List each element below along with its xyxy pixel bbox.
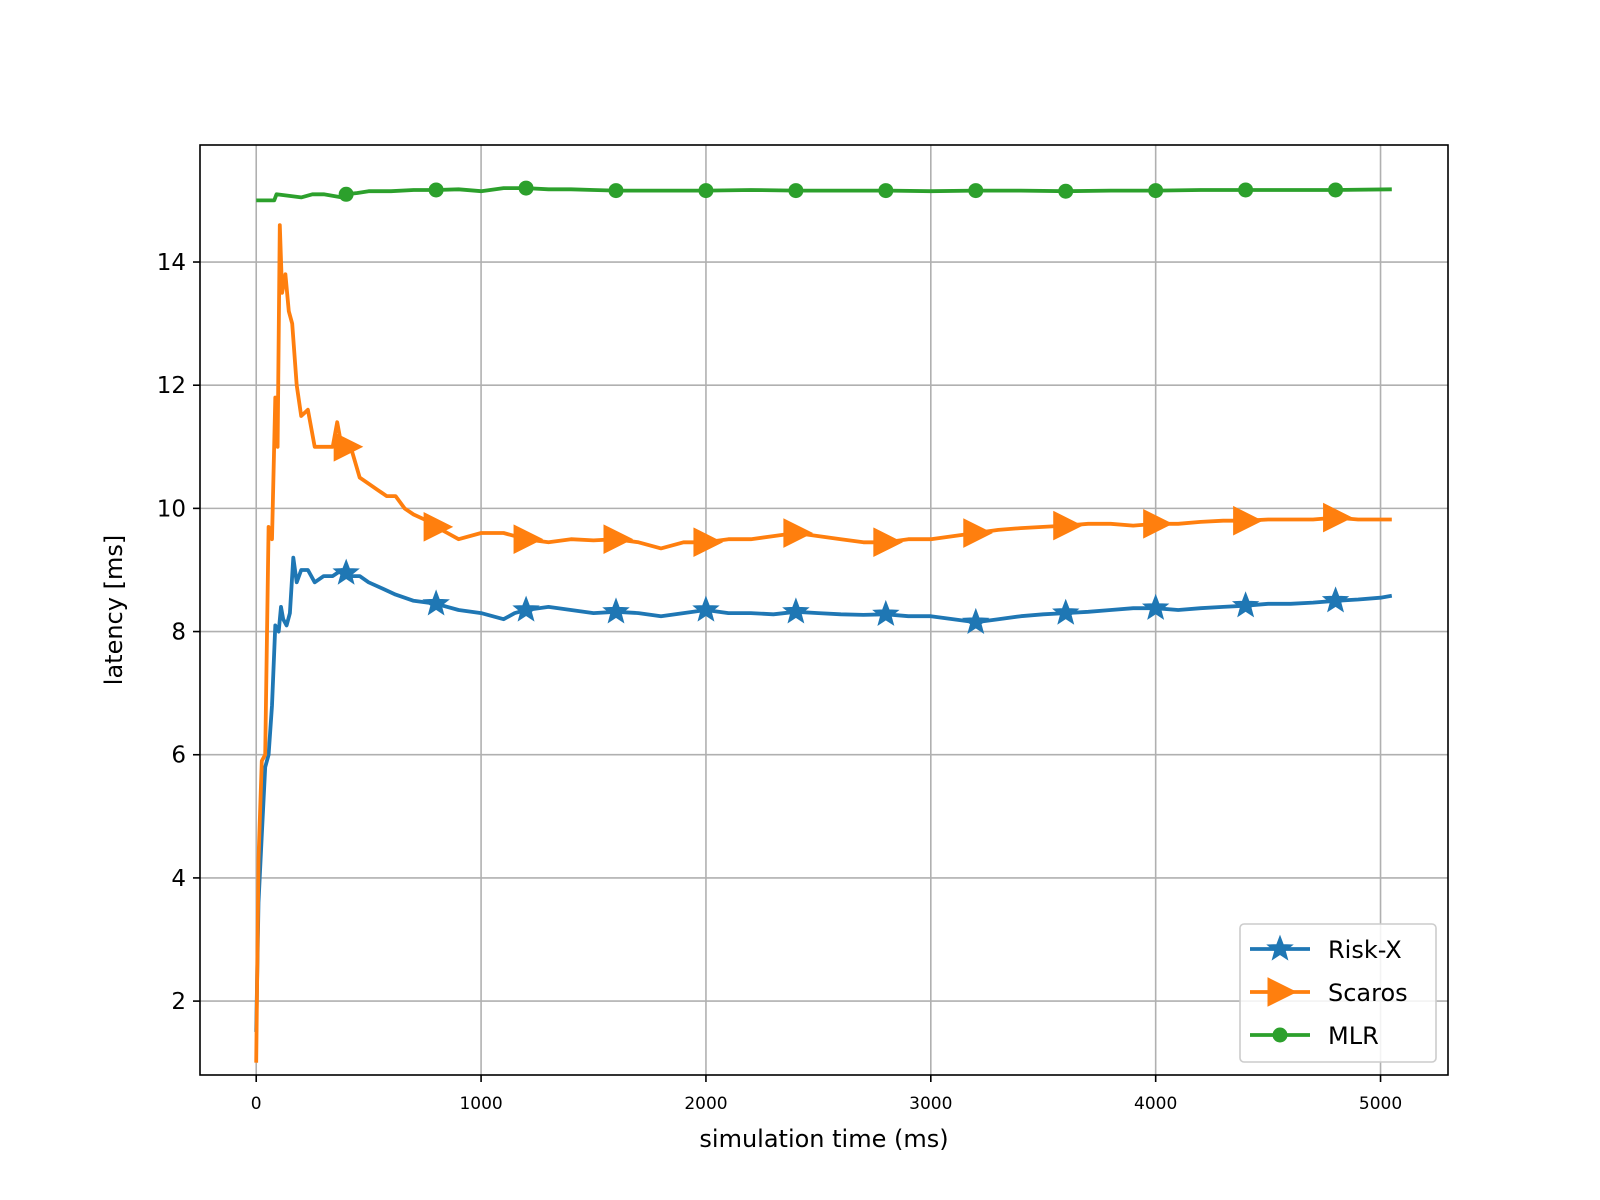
legend-label: Risk-X: [1328, 936, 1402, 964]
series-risk-x: [254, 555, 1393, 1032]
x-tick-label: 0: [251, 1094, 262, 1114]
data-point-marker: [423, 512, 454, 542]
y-tick-label: 8: [171, 620, 186, 646]
data-point-marker: [968, 183, 984, 199]
data-point-marker: [338, 186, 354, 202]
data-point-marker: [782, 597, 810, 624]
y-tick-label: 10: [157, 496, 186, 522]
legend-box: [1239, 923, 1437, 1063]
data-point-marker: [693, 527, 724, 558]
data-point-marker: [1143, 508, 1173, 539]
data-point-marker: [788, 183, 804, 199]
data-point-marker: [698, 183, 714, 199]
series-line-scaros: [254, 223, 1392, 1063]
y-tick-label: 14: [157, 250, 186, 276]
x-tick-label: 4000: [1134, 1094, 1177, 1114]
series-mlr: [256, 180, 1392, 203]
y-axis-label: latency [ms]: [100, 535, 128, 685]
data-point-marker: [878, 183, 894, 199]
data-point-marker: [1058, 183, 1074, 199]
legend-entry: Scaros: [1250, 977, 1408, 1007]
data-point-marker: [603, 524, 634, 554]
x-tick-label: 5000: [1359, 1094, 1402, 1114]
x-tick-label: 2000: [684, 1094, 727, 1114]
data-point-marker: [513, 524, 544, 554]
data-point-marker: [872, 599, 900, 626]
series-scaros: [254, 223, 1392, 1063]
plot-frame: [199, 144, 1449, 1076]
data-point-marker: [332, 558, 360, 585]
data-point-marker: [512, 595, 540, 622]
data-point-marker: [692, 595, 720, 622]
data-point-marker: [1323, 502, 1353, 533]
data-point-marker: [518, 180, 534, 196]
y-tick-label: 2: [171, 989, 186, 1015]
legend: Risk-X Scaros MLR: [1239, 923, 1437, 1063]
x-axis-label: simulation time (ms): [699, 1125, 948, 1153]
data-point-marker: [422, 589, 450, 616]
series-lines: [254, 180, 1393, 1063]
legend-entry: Risk-X: [1250, 934, 1402, 964]
data-point-marker: [428, 182, 444, 198]
legend-entry: MLR: [1250, 1022, 1379, 1050]
data-point-marker: [873, 527, 903, 558]
data-point-marker: [1238, 182, 1254, 198]
data-point-marker: [602, 597, 630, 624]
data-point-marker: [783, 518, 814, 548]
series-line-risk-x: [254, 555, 1393, 1032]
y-tick-label: 4: [171, 866, 186, 892]
data-point-marker: [608, 183, 624, 199]
legend-marker: [1272, 1027, 1288, 1043]
legend-marker: [1267, 977, 1298, 1007]
data-point-marker: [1052, 598, 1080, 625]
data-point-marker: [1328, 182, 1344, 198]
legend-marker: [1266, 934, 1294, 961]
data-point-marker: [1053, 510, 1083, 541]
data-point-marker: [962, 607, 990, 634]
data-point-marker: [963, 518, 993, 548]
data-point-marker: [1141, 593, 1170, 620]
legend-label: Scaros: [1328, 979, 1408, 1007]
data-point-marker: [333, 431, 364, 462]
data-point-marker: [1321, 586, 1350, 613]
y-tick-label: 6: [171, 743, 186, 769]
y-tick-label: 12: [157, 373, 186, 399]
series-line-mlr: [256, 186, 1392, 203]
axis-ticks: 0 1000 2000 3000 4000 5000 2 4 6 8 10 12 14: [157, 250, 1402, 1114]
x-tick-label: 3000: [909, 1094, 952, 1114]
data-point-marker: [1231, 591, 1260, 618]
legend-label: MLR: [1328, 1022, 1379, 1050]
data-point-marker: [1148, 183, 1164, 199]
x-tick-label: 1000: [459, 1094, 502, 1114]
data-point-marker: [1233, 505, 1263, 536]
